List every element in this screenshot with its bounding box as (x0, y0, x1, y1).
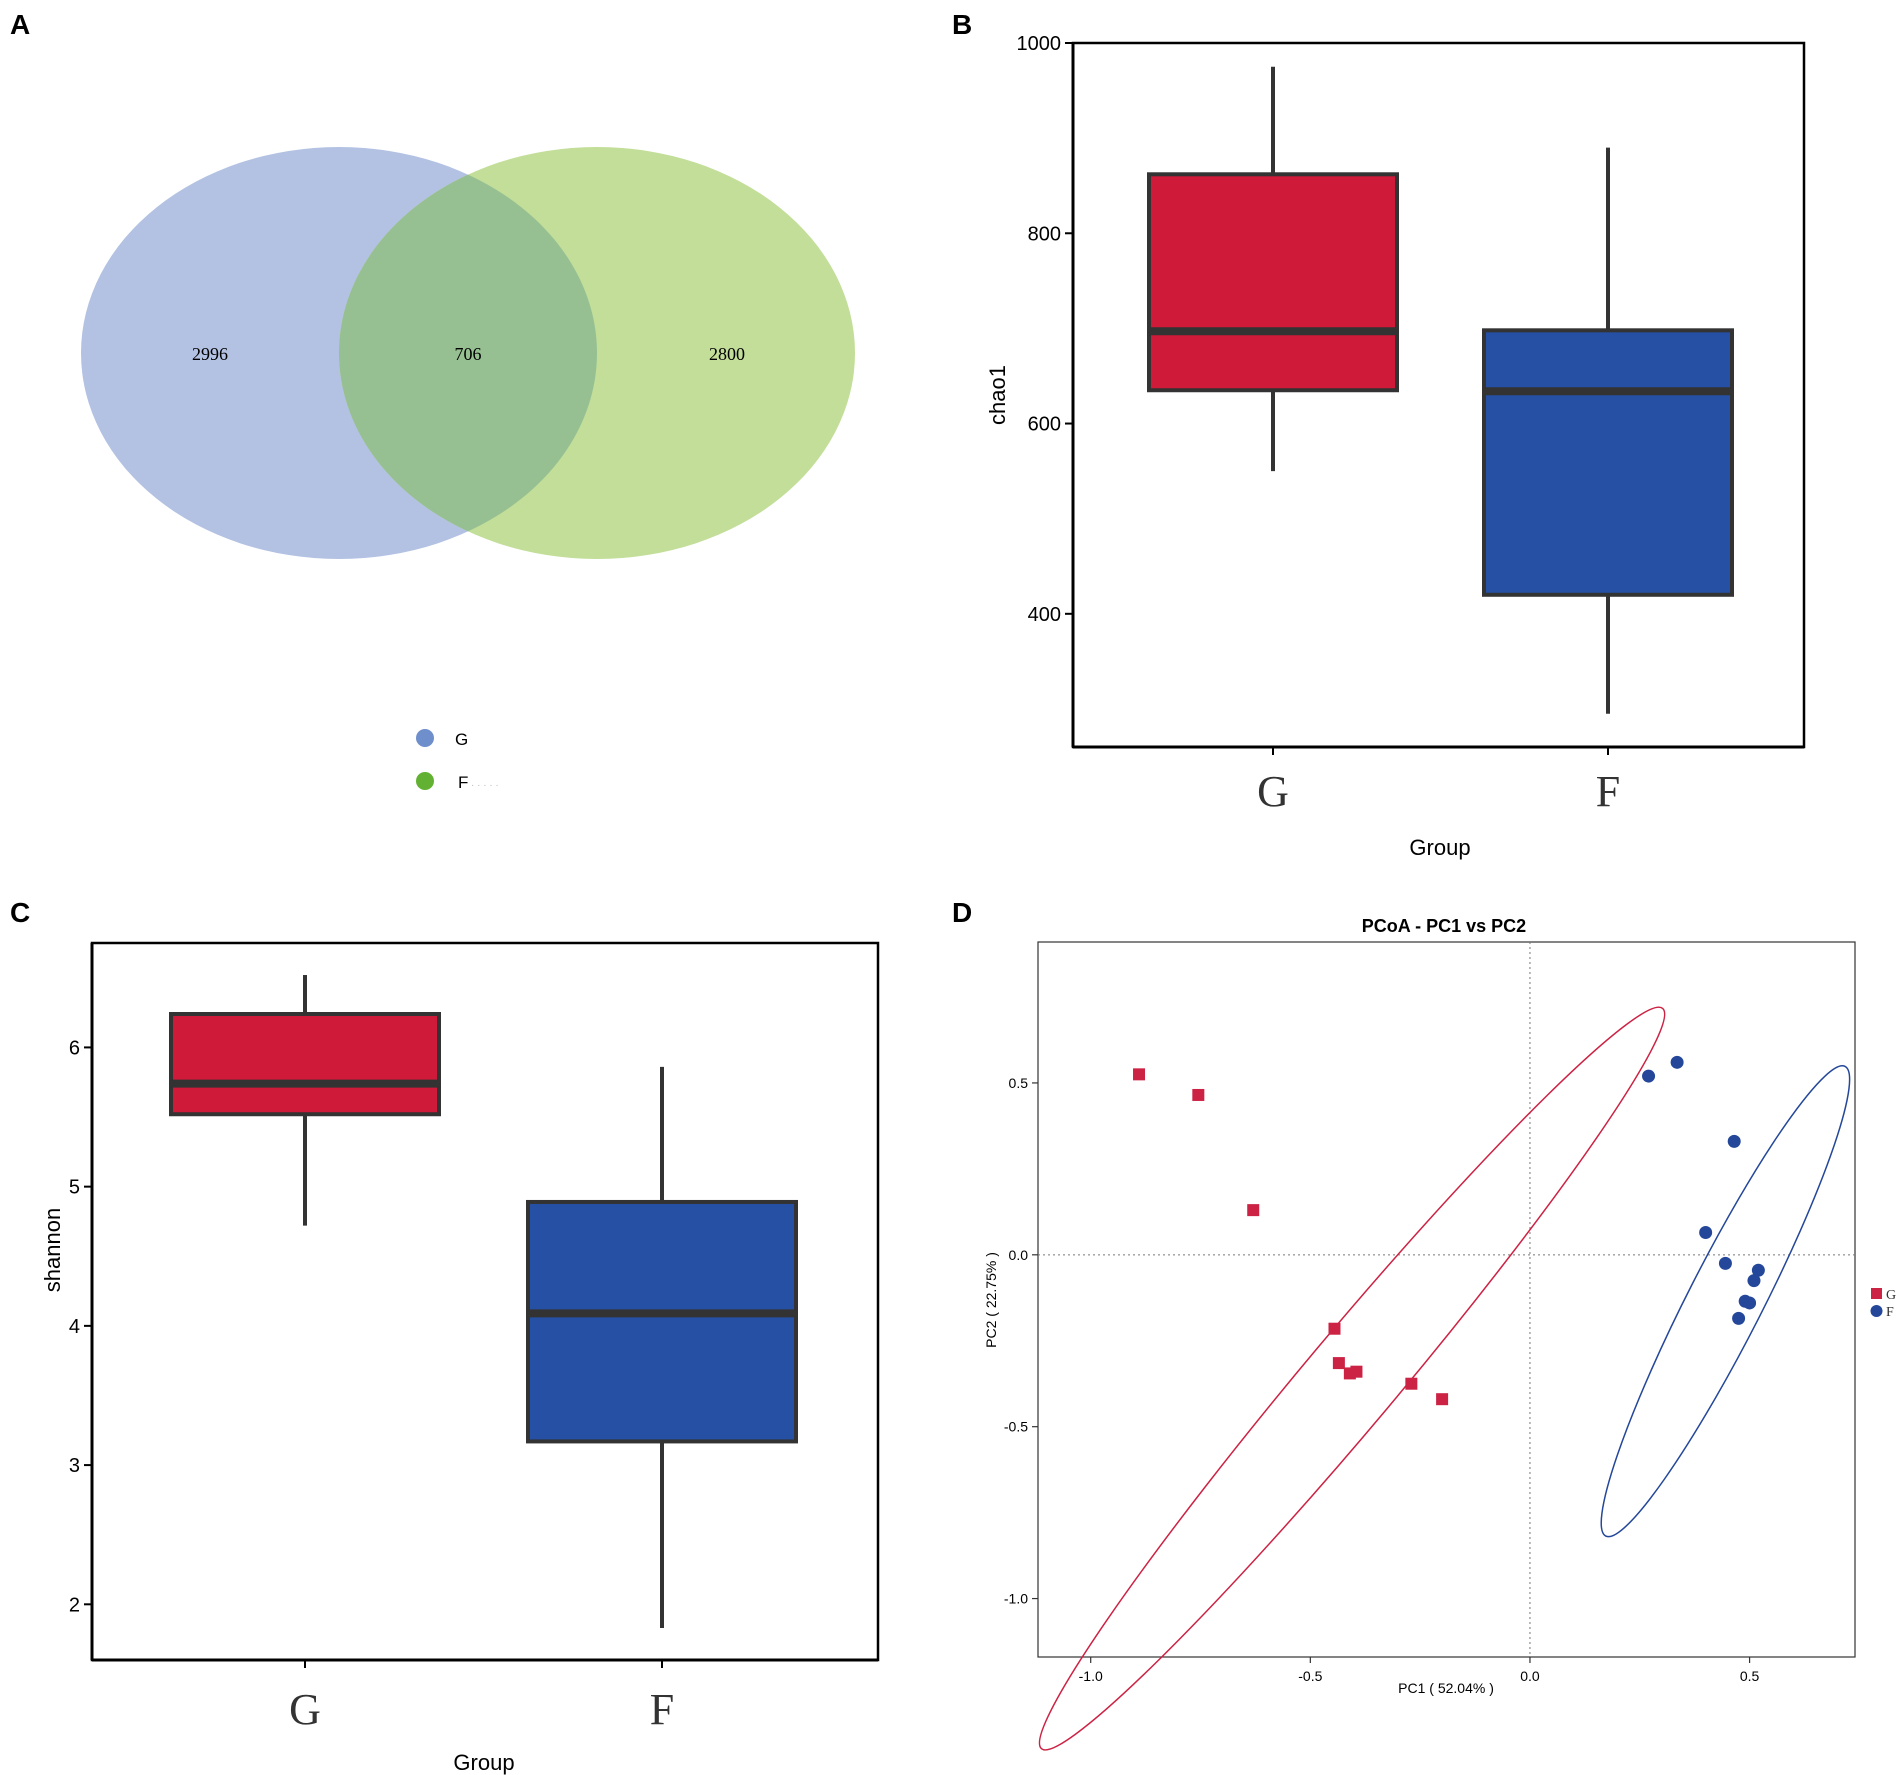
confidence-ellipse-g (1038, 1006, 1666, 1751)
y-ticks-d: 0.5 0.0 -0.5 -1.0 (1004, 1075, 1038, 1607)
x-tick-label: -1.0 (1079, 1668, 1103, 1684)
y-tick-label: 0.5 (1009, 1075, 1029, 1091)
pcoa-scatter: PCoA - PC1 vs PC2 -1.0 -0.5 0.0 0.5 0.5 … (983, 916, 1896, 1751)
panel-label-d: D (952, 897, 972, 928)
point-g (1436, 1393, 1449, 1406)
x-ticks-d: -1.0 -0.5 0.0 0.5 (1079, 1657, 1760, 1684)
legend-faint-text: · · · · · (471, 780, 499, 791)
boxes-c (169, 975, 798, 1668)
point-g (1405, 1377, 1418, 1390)
x-tick-label: 0.0 (1520, 1668, 1540, 1684)
y-tick-label: 800 (1028, 223, 1061, 245)
x-axis-title-b: Group (1409, 835, 1470, 860)
confidence-ellipse-f (1600, 1065, 1851, 1538)
x-axis-title-d: PC1 ( 52.04% ) (1398, 1680, 1494, 1696)
y-ticks-b: 400 600 800 1000 (1017, 33, 1073, 626)
y-tick-label: 600 (1028, 414, 1061, 436)
point-f (1732, 1311, 1746, 1325)
plot-frame-d (1037, 941, 1856, 1658)
chao1-boxplot: 400 600 800 1000 G F Group chao1 (985, 33, 1806, 860)
box-f (526, 1199, 798, 1444)
venn-count-f-only: 2800 (709, 344, 745, 364)
x-category-f: F (1596, 767, 1620, 816)
x-category-g: G (1257, 767, 1289, 816)
panel-label-c: C (10, 897, 30, 928)
y-axis-title-d: PC2 ( 22.75% ) (983, 1252, 999, 1348)
y-tick-label: 3 (69, 1455, 80, 1477)
legend-label-f: F (458, 773, 468, 792)
legend-dot-g (416, 729, 434, 747)
point-g (1192, 1088, 1205, 1101)
point-g (1133, 1068, 1146, 1081)
point-g (1332, 1357, 1345, 1370)
x-tick-label: 0.5 (1740, 1668, 1760, 1684)
y-tick-label: 2 (69, 1594, 80, 1616)
legend-label-g: G (455, 730, 468, 749)
y-axis-title-b: chao1 (985, 365, 1010, 425)
boxes-b (1147, 66, 1734, 755)
shannon-boxplot: 2 3 4 5 6 G F Group shannon (40, 941, 880, 1775)
venn-intersection (338, 174, 597, 532)
legend-marker-g (1871, 1288, 1882, 1299)
point-f (1699, 1225, 1713, 1239)
box-g (1147, 172, 1399, 393)
panel-label-b: B (952, 9, 972, 40)
point-f (1718, 1256, 1732, 1270)
legend-label-g: G (1886, 1288, 1896, 1303)
y-axis-title-c: shannon (40, 1208, 65, 1292)
point-g (1350, 1365, 1363, 1378)
y-tick-label: 1000 (1017, 33, 1062, 55)
point-f (1751, 1263, 1765, 1277)
point-f (1727, 1134, 1741, 1148)
venn-count-g-only: 2996 (192, 344, 228, 364)
legend-label-f: F (1886, 1305, 1894, 1320)
point-g (1328, 1322, 1341, 1335)
point-f (1743, 1296, 1757, 1310)
x-tick-label: -0.5 (1298, 1668, 1322, 1684)
point-f (1642, 1069, 1656, 1083)
point-f (1747, 1274, 1761, 1288)
box-g (169, 1012, 441, 1117)
point-g (1247, 1204, 1260, 1217)
venn-legend: G F · · · · · (416, 729, 499, 792)
panel-label-a: A (10, 9, 30, 40)
y-ticks-c: 2 3 4 5 6 (69, 1037, 92, 1616)
y-tick-label: 6 (69, 1037, 80, 1059)
pcoa-legend: G F (1870, 1288, 1896, 1320)
pcoa-points (1038, 1006, 1851, 1751)
legend-marker-f (1870, 1305, 1883, 1317)
venn-count-intersection: 706 (455, 344, 482, 364)
y-tick-label: 4 (69, 1316, 80, 1338)
y-tick-label: -1.0 (1004, 1591, 1028, 1607)
x-category-g: G (289, 1685, 321, 1734)
x-axis-title-c: Group (453, 1750, 514, 1775)
venn-diagram: 2996 706 2800 (81, 147, 855, 559)
point-f (1670, 1055, 1684, 1069)
y-tick-label: 0.0 (1009, 1247, 1029, 1263)
x-category-f: F (650, 1685, 674, 1734)
box-f (1482, 328, 1734, 597)
y-tick-label: 400 (1028, 604, 1061, 626)
legend-dot-f (416, 772, 434, 790)
chart-title-d: PCoA - PC1 vs PC2 (1362, 916, 1526, 936)
y-tick-label: -0.5 (1004, 1419, 1028, 1435)
y-tick-label: 5 (69, 1177, 80, 1199)
